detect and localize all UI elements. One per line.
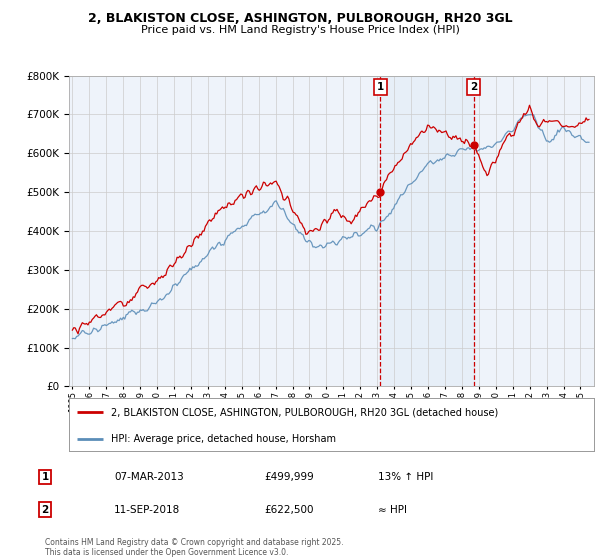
- Text: 07-MAR-2013: 07-MAR-2013: [114, 472, 184, 482]
- Text: £622,500: £622,500: [264, 505, 314, 515]
- Text: 2: 2: [470, 82, 477, 92]
- Text: 1: 1: [41, 472, 49, 482]
- Text: 2, BLAKISTON CLOSE, ASHINGTON, PULBOROUGH, RH20 3GL (detached house): 2, BLAKISTON CLOSE, ASHINGTON, PULBOROUG…: [111, 408, 498, 418]
- Text: Price paid vs. HM Land Registry's House Price Index (HPI): Price paid vs. HM Land Registry's House …: [140, 25, 460, 35]
- Text: 2, BLAKISTON CLOSE, ASHINGTON, PULBOROUGH, RH20 3GL: 2, BLAKISTON CLOSE, ASHINGTON, PULBOROUG…: [88, 12, 512, 25]
- Bar: [380, 76, 473, 386]
- Text: 2: 2: [41, 505, 49, 515]
- Text: Contains HM Land Registry data © Crown copyright and database right 2025.
This d: Contains HM Land Registry data © Crown c…: [45, 538, 343, 557]
- Text: ≈ HPI: ≈ HPI: [378, 505, 407, 515]
- Text: 1: 1: [377, 82, 384, 92]
- Text: 11-SEP-2018: 11-SEP-2018: [114, 505, 180, 515]
- Text: HPI: Average price, detached house, Horsham: HPI: Average price, detached house, Hors…: [111, 434, 336, 444]
- Text: 13% ↑ HPI: 13% ↑ HPI: [378, 472, 433, 482]
- Text: £499,999: £499,999: [264, 472, 314, 482]
